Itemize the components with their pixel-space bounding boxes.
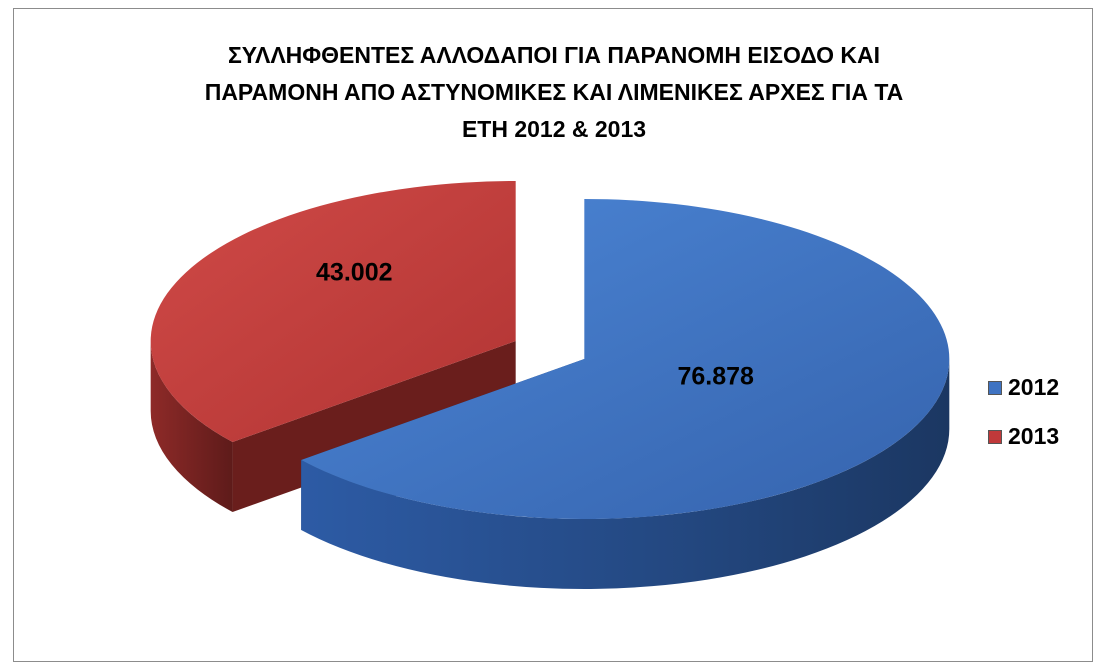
legend-item-2013: 2013 [988,424,1059,449]
chart-title-line-2: ΠΑΡΑΜΟΝΗ ΑΠΟ ΑΣΤΥΝΟΜΙΚΕΣ ΚΑΙ ΛΙΜΕΝΙΚΕΣ Α… [204,79,904,105]
chart-title: ΣΥΛΛΗΦΘΕΝΤΕΣ ΑΛΛΟΔΑΠΟΙ ΓΙΑ ΠΑΡΑΝΟΜΗ ΕΙΣΟ… [104,37,1004,148]
data-label-2013: 43.002 [316,258,392,286]
chart-title-line-1: ΣΥΛΛΗΦΘΕΝΤΕΣ ΑΛΛΟΔΑΠΟΙ ΓΙΑ ΠΑΡΑΝΟΜΗ ΕΙΣΟ… [227,42,881,68]
legend-label-2013: 2013 [1008,423,1060,449]
legend-swatch-2012 [988,380,1002,395]
legend-item-2012: 2012 [988,375,1059,400]
data-label-2012: 76.878 [677,363,754,391]
pie-slice-side-2012 [301,358,950,589]
pie-slice-top-2012 [301,198,950,519]
legend: 2012 2013 [988,375,1059,473]
pie-slice-2012 [301,198,950,589]
chart-title-line-3: ΕΤΗ 2012 & 2013 [461,116,647,142]
legend-swatch-2013 [988,429,1002,444]
legend-label-2012: 2012 [1008,374,1060,400]
pie-slice-top-2013 [150,181,516,443]
pie-slice-side-2013 [150,341,233,513]
